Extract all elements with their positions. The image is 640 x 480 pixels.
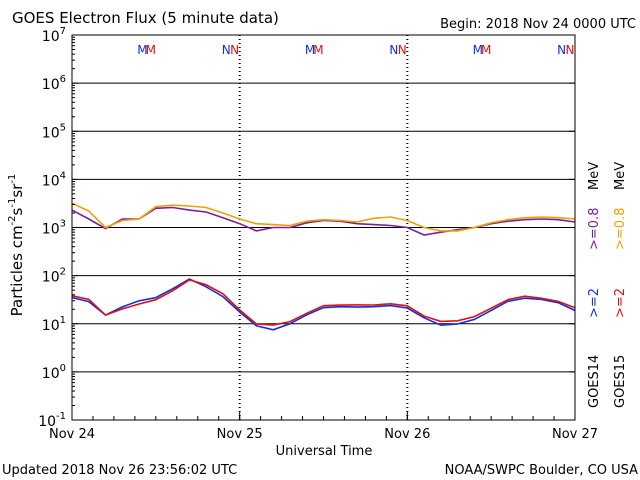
x-tick-label: Nov 25 bbox=[217, 427, 263, 442]
y-axis-label-part: -1 bbox=[7, 174, 18, 184]
y-tick-label: 107 bbox=[42, 26, 66, 45]
y-axis-label-part: -1 bbox=[7, 198, 18, 208]
satellite-marker-m: M bbox=[305, 43, 315, 57]
updated-time: Updated 2018 Nov 26 23:56:02 UTC bbox=[2, 463, 237, 478]
y-axis-title: Particles cm-2s-1sr-1 bbox=[7, 174, 26, 317]
legend-unit: MeV bbox=[587, 162, 602, 190]
satellite-marker-n: N bbox=[565, 43, 574, 57]
grid-lines bbox=[72, 82, 575, 373]
x-tick-label: Nov 27 bbox=[552, 427, 598, 442]
credit-line: NOAA/SWPC Boulder, CO USA bbox=[445, 463, 638, 478]
legend: GOES14 >=2 >=0.8 MeV GOES15 >=2 >=0.8 MeV bbox=[587, 162, 628, 408]
legend-high-energy: >=2 bbox=[613, 288, 628, 318]
legend-satellite: GOES14 bbox=[587, 355, 602, 408]
legend-column: GOES14 >=2 >=0.8 MeV bbox=[587, 162, 602, 408]
satellite-marker-n: N bbox=[230, 43, 239, 57]
satellite-marker-n: N bbox=[389, 43, 398, 57]
begin-time: Begin: 2018 Nov 24 0000 UTC bbox=[440, 17, 636, 32]
y-tick-label: 106 bbox=[42, 74, 66, 93]
legend-low-energy: >=0.8 bbox=[587, 208, 602, 250]
y-tick-exponent: 1 bbox=[60, 315, 66, 326]
y-tick-exponent: 2 bbox=[60, 267, 66, 278]
y-tick-exponent: 5 bbox=[60, 122, 66, 133]
y-axis-label: Particles cm-2s-1sr-1 bbox=[7, 174, 26, 317]
satellite-marker-m: M bbox=[313, 43, 323, 57]
satellite-marker-m: M bbox=[481, 43, 491, 57]
satellite-marker-n: N bbox=[222, 43, 231, 57]
y-axis-label-part: -2 bbox=[7, 215, 18, 225]
x-tick-label: Nov 26 bbox=[384, 427, 430, 442]
legend-unit: MeV bbox=[613, 162, 628, 190]
y-tick-label: 105 bbox=[42, 122, 66, 141]
y-axis-label-part: sr bbox=[8, 183, 26, 198]
y-tick-exponent: 0 bbox=[60, 363, 66, 374]
satellite-marker-m: M bbox=[473, 43, 483, 57]
series-lines bbox=[71, 202, 576, 331]
y-tick-exponent: 4 bbox=[60, 170, 66, 181]
legend-high-energy: >=2 bbox=[587, 288, 602, 318]
y-tick-label: 101 bbox=[42, 315, 66, 334]
y-tick-exponent: -1 bbox=[56, 411, 66, 422]
legend-low-energy: >=0.8 bbox=[613, 208, 628, 250]
y-tick-label: 104 bbox=[42, 170, 66, 189]
x-axis-label: Universal Time bbox=[276, 444, 373, 459]
y-tick-label: 100 bbox=[42, 363, 66, 382]
satellite-marker-n: N bbox=[557, 43, 566, 57]
legend-satellite: GOES15 bbox=[613, 355, 628, 408]
chart-title: GOES Electron Flux (5 minute data) bbox=[12, 9, 279, 27]
y-tick-exponent: 7 bbox=[60, 26, 66, 37]
y-axis-label-part: s bbox=[8, 207, 26, 215]
y-tick-exponent: 6 bbox=[60, 74, 66, 85]
series-line-goes15-ge2 bbox=[71, 279, 576, 326]
y-tick-label: 102 bbox=[42, 267, 66, 286]
x-axis-ticks: Nov 24 Nov 25 Nov 26 Nov 27 bbox=[49, 412, 598, 442]
satellite-marker-m: M bbox=[137, 43, 147, 57]
legend-column: GOES15 >=2 >=0.8 MeV bbox=[613, 162, 628, 408]
y-tick-label: 103 bbox=[42, 219, 66, 238]
series-line-goes15-ge08 bbox=[71, 202, 576, 232]
satellite-marker-m: M bbox=[146, 43, 156, 57]
series-line-goes14-ge2 bbox=[71, 278, 576, 331]
satellite-markers: MM N N MM N N MM N N bbox=[137, 43, 574, 57]
satellite-marker-n: N bbox=[398, 43, 407, 57]
x-tick-label: Nov 24 bbox=[49, 427, 95, 442]
y-tick-exponent: 3 bbox=[60, 219, 66, 230]
y-axis-label-part: Particles cm bbox=[8, 225, 26, 316]
